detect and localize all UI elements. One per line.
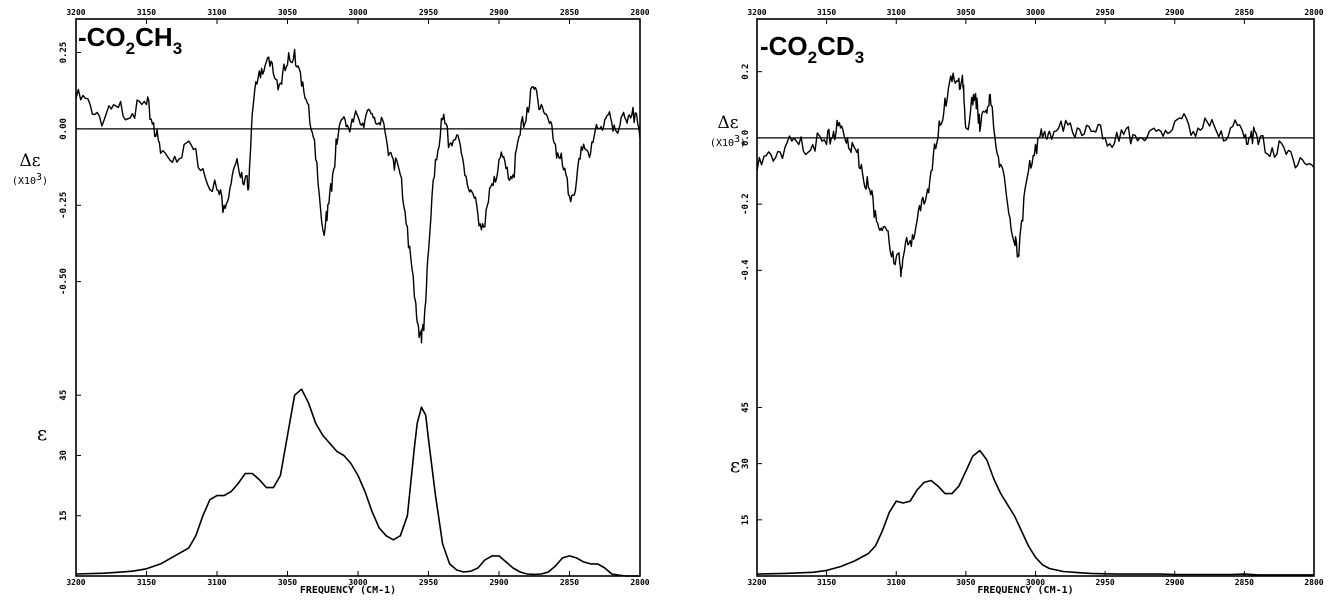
x-tick-label-top: 2950 bbox=[1095, 8, 1114, 17]
x-tick-label-bottom: 3150 bbox=[817, 578, 836, 587]
x-tick-label-top: 2900 bbox=[1165, 8, 1184, 17]
abs-y-tick-label: 45 bbox=[59, 390, 69, 401]
cd-y-axis-label: Δε bbox=[19, 151, 40, 171]
plot-frame bbox=[756, 18, 1315, 577]
cd-y-tick-label: -0.50 bbox=[59, 268, 69, 295]
x-tick-label-top: 3150 bbox=[817, 8, 836, 17]
x-tick-label-bottom: 3000 bbox=[348, 578, 367, 587]
cd-y-tick-label: -0.4 bbox=[741, 259, 751, 281]
x-tick-label-bottom: 3150 bbox=[137, 578, 156, 587]
x-tick-label-top: 3050 bbox=[956, 8, 975, 17]
abs-y-axis-label: ε bbox=[37, 421, 47, 445]
cd-y-tick-label: 0.25 bbox=[59, 42, 69, 64]
panel-title-part: CD bbox=[817, 31, 855, 61]
absorbance-spectrum-line bbox=[75, 388, 640, 577]
panel-title-part: -CO bbox=[760, 31, 808, 61]
absorbance-spectrum-line bbox=[756, 449, 1314, 576]
cd-y-axis-label: Δε bbox=[717, 113, 738, 133]
panel-title: -CO2CD3 bbox=[760, 31, 864, 67]
cd-y-axis-unit: (X103) bbox=[12, 172, 48, 187]
abs-y-tick-label: 30 bbox=[741, 458, 751, 469]
x-axis-label: FREQUENCY (CM-1) bbox=[977, 585, 1073, 596]
cd-y-tick-label: 0.00 bbox=[59, 118, 69, 140]
x-tick-label-top: 3100 bbox=[207, 8, 226, 17]
panel-title-part: CH bbox=[135, 22, 173, 52]
abs-y-tick-label: 45 bbox=[741, 402, 751, 413]
cd-y-axis-unit: (X103) bbox=[710, 134, 746, 149]
cd-y-axis-unit-part: 3 bbox=[36, 172, 42, 183]
cd-y-axis-unit-part: 3 bbox=[734, 134, 740, 145]
cd-y-tick-label: -0.25 bbox=[59, 192, 69, 219]
abs-y-axis-label: ε bbox=[730, 453, 740, 477]
cd-y-tick-label: 0.0 bbox=[741, 130, 751, 146]
cd-spectrum-line bbox=[756, 72, 1315, 278]
x-tick-label-top: 2800 bbox=[630, 8, 649, 17]
x-tick-label-bottom: 3200 bbox=[66, 578, 85, 587]
cd-spectrum-line bbox=[75, 48, 641, 344]
x-tick-label-bottom: 2900 bbox=[489, 578, 508, 587]
x-tick-label-bottom: 3200 bbox=[747, 578, 766, 587]
cd-y-axis-unit-part: ) bbox=[42, 176, 48, 187]
x-tick-label-bottom: 3000 bbox=[1026, 578, 1045, 587]
x-tick-label-top: 2850 bbox=[1235, 8, 1254, 17]
abs-y-tick-label: 30 bbox=[59, 450, 69, 461]
panel-title-part: -CO bbox=[78, 22, 126, 52]
x-tick-label-bottom: 3050 bbox=[956, 578, 975, 587]
x-tick-label-top: 2800 bbox=[1304, 8, 1323, 17]
cd-y-axis-unit-part: ) bbox=[740, 138, 746, 149]
x-tick-label-bottom: 3050 bbox=[278, 578, 297, 587]
x-tick-label-top: 2850 bbox=[560, 8, 579, 17]
x-tick-label-bottom: 3100 bbox=[207, 578, 226, 587]
x-tick-label-bottom: 2800 bbox=[630, 578, 649, 587]
x-tick-label-top: 3200 bbox=[66, 8, 85, 17]
plot-frame bbox=[75, 18, 641, 577]
x-tick-label-top: 3050 bbox=[278, 8, 297, 17]
x-tick-label-bottom: 2850 bbox=[560, 578, 579, 587]
cd-y-axis-unit-part: (X10 bbox=[710, 138, 734, 149]
cd-y-axis-unit-part: (X10 bbox=[12, 176, 36, 187]
x-tick-label-top: 3150 bbox=[137, 8, 156, 17]
x-tick-label-top: 2900 bbox=[489, 8, 508, 17]
x-tick-label-top: 3200 bbox=[747, 8, 766, 17]
spectrum-panel-co2cd3: 3200 3200 3150 3150 3100 3100 3050 3050 3000 3000… bbox=[710, 8, 1324, 596]
x-tick-label-bottom: 2950 bbox=[1095, 578, 1114, 587]
x-tick-label-top: 3000 bbox=[348, 8, 367, 17]
panel-title-part: 3 bbox=[855, 48, 864, 67]
x-tick-label-bottom: 2850 bbox=[1235, 578, 1254, 587]
abs-y-tick-label: 15 bbox=[741, 514, 751, 525]
panel-title-part: 2 bbox=[808, 48, 817, 67]
spectrum-panel-co2ch3: 3200 3200 3150 3150 3100 3100 3050 3050 3000 3000… bbox=[12, 8, 650, 596]
panel-title-part: 3 bbox=[173, 39, 182, 58]
x-tick-label-bottom: 3100 bbox=[887, 578, 906, 587]
x-tick-label-bottom: 2900 bbox=[1165, 578, 1184, 587]
panel-title: -CO2CH3 bbox=[78, 22, 182, 58]
x-tick-label-top: 2950 bbox=[419, 8, 438, 17]
panel-title-part: 2 bbox=[126, 39, 135, 58]
cd-y-tick-label: -0.2 bbox=[741, 193, 751, 215]
abs-y-tick-label: 15 bbox=[59, 510, 69, 521]
x-tick-label-bottom: 2800 bbox=[1304, 578, 1323, 587]
x-tick-label-top: 3000 bbox=[1026, 8, 1045, 17]
x-tick-label-top: 3100 bbox=[887, 8, 906, 17]
x-tick-label-bottom: 2950 bbox=[419, 578, 438, 587]
x-axis-label: FREQUENCY (CM-1) bbox=[300, 585, 396, 596]
cd-y-tick-label: 0.2 bbox=[741, 64, 751, 80]
